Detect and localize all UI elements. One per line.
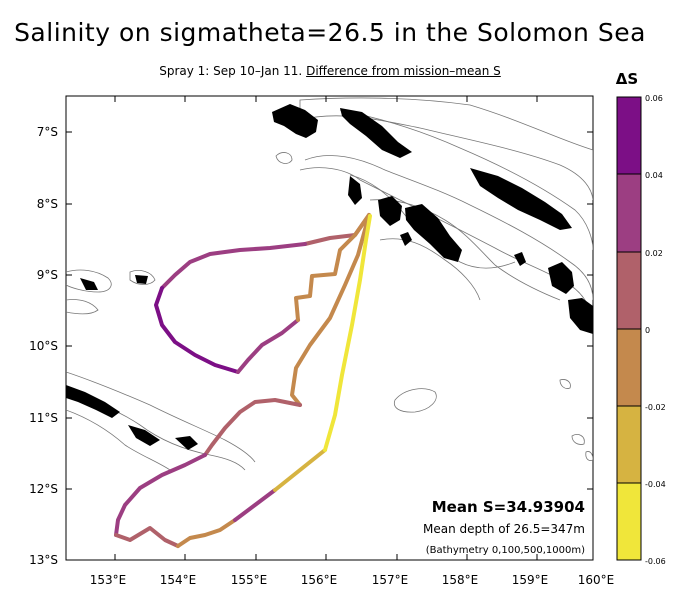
- y-tick-label: 11°S: [29, 411, 58, 425]
- track-segment: [236, 318, 300, 374]
- bathymetry-contour: [559, 379, 571, 389]
- colorbar-tick-label: 0.02: [645, 249, 663, 258]
- track-segment: [114, 526, 180, 548]
- island-land: [514, 252, 526, 266]
- island-land: [340, 108, 412, 158]
- mean-depth-label: Mean depth of 26.5=347m: [423, 522, 585, 536]
- x-tick-label: 159°E: [512, 573, 549, 587]
- x-tick-label: 160°E: [578, 573, 615, 587]
- island-land: [548, 262, 574, 294]
- island-land: [80, 278, 98, 290]
- mean-salinity-label: Mean S=34.93904: [432, 498, 585, 516]
- y-tick-label: 12°S: [29, 482, 58, 496]
- subtitle-prefix: Spray 1: Sep 10–Jan 11.: [159, 64, 303, 78]
- colorbar-swatch: [617, 252, 641, 329]
- x-tick-label: 157°E: [372, 573, 409, 587]
- colorbar-tick-label: 0.06: [645, 94, 663, 103]
- island-land: [470, 168, 572, 230]
- track-segment: [273, 448, 327, 492]
- track-segment: [176, 518, 237, 548]
- bathymetry-contour: [339, 109, 593, 251]
- island-land: [272, 104, 318, 138]
- glider-track: [114, 213, 372, 548]
- bathymetry-contour: [299, 97, 593, 201]
- island-land: [400, 232, 412, 246]
- x-tick-label: 155°E: [231, 573, 268, 587]
- bathymetry-contour: [66, 409, 171, 471]
- map-title: Salinity on sigmatheta=26.5 in the Solom…: [14, 18, 646, 47]
- colorbar-swatch: [617, 97, 641, 174]
- x-tick-label: 158°E: [442, 573, 479, 587]
- colorbar-swatch: [617, 483, 641, 560]
- island-land: [405, 204, 462, 262]
- island-land: [378, 196, 402, 226]
- colorbar-tick-label: 0.04: [645, 171, 663, 180]
- island-land: [66, 385, 120, 418]
- track-segment: [233, 488, 277, 522]
- colorbar-tick-label: 0: [645, 326, 650, 335]
- island-land: [568, 298, 593, 334]
- track-segment: [160, 242, 307, 290]
- colorbar: [616, 96, 642, 561]
- colorbar-tick-label: -0.04: [645, 480, 666, 489]
- island-land: [135, 275, 148, 284]
- bathymetry-contour: [66, 299, 99, 315]
- y-tick-label: 10°S: [29, 339, 58, 353]
- track-segment: [290, 213, 371, 407]
- track-segment: [154, 286, 240, 374]
- y-tick-label: 7°S: [37, 125, 58, 139]
- bathymetry-layer: [66, 97, 593, 471]
- bathymetry-contour: [369, 199, 561, 301]
- bathymetry-contour: [66, 269, 112, 293]
- subtitle-link: Difference from mission–mean S: [306, 64, 501, 78]
- y-tick-label: 8°S: [37, 197, 58, 211]
- island-land: [128, 425, 160, 446]
- x-tick-label: 156°E: [301, 573, 338, 587]
- axis-ticks: [66, 96, 593, 560]
- bathymetry-contour: [66, 371, 256, 463]
- bathymetry-contour: [304, 155, 593, 301]
- bathymetry-note: (Bathymetry 0,100,500,1000m): [426, 545, 585, 556]
- bathymetry-contour: [129, 270, 156, 285]
- map-subtitle: Spray 1: Sep 10–Jan 11. Difference from …: [0, 64, 660, 78]
- map-frame: [65, 95, 594, 561]
- y-tick-label: 13°S: [29, 553, 58, 567]
- bathymetry-contour: [585, 451, 593, 461]
- track-segment: [294, 213, 371, 322]
- island-land: [175, 436, 198, 450]
- colorbar-swatch: [617, 174, 641, 252]
- bathymetry-contour: [393, 388, 437, 413]
- colorbar-swatch: [617, 406, 641, 483]
- colorbar-title: ΔS: [616, 70, 638, 88]
- track-segment: [323, 214, 372, 452]
- track-segment: [203, 398, 302, 457]
- x-tick-label: 153°E: [90, 573, 127, 587]
- bathymetry-contour: [571, 434, 585, 445]
- colorbar-swatch: [617, 329, 641, 406]
- track-segment: [114, 453, 207, 537]
- y-tick-label: 9°S: [37, 268, 58, 282]
- bathymetry-contour: [275, 152, 293, 164]
- bathymetry-contour: [379, 238, 481, 301]
- colorbar-tick-label: -0.06: [645, 557, 666, 566]
- x-tick-label: 154°E: [160, 573, 197, 587]
- island-land: [348, 176, 362, 205]
- colorbar-tick-label: -0.02: [645, 403, 666, 412]
